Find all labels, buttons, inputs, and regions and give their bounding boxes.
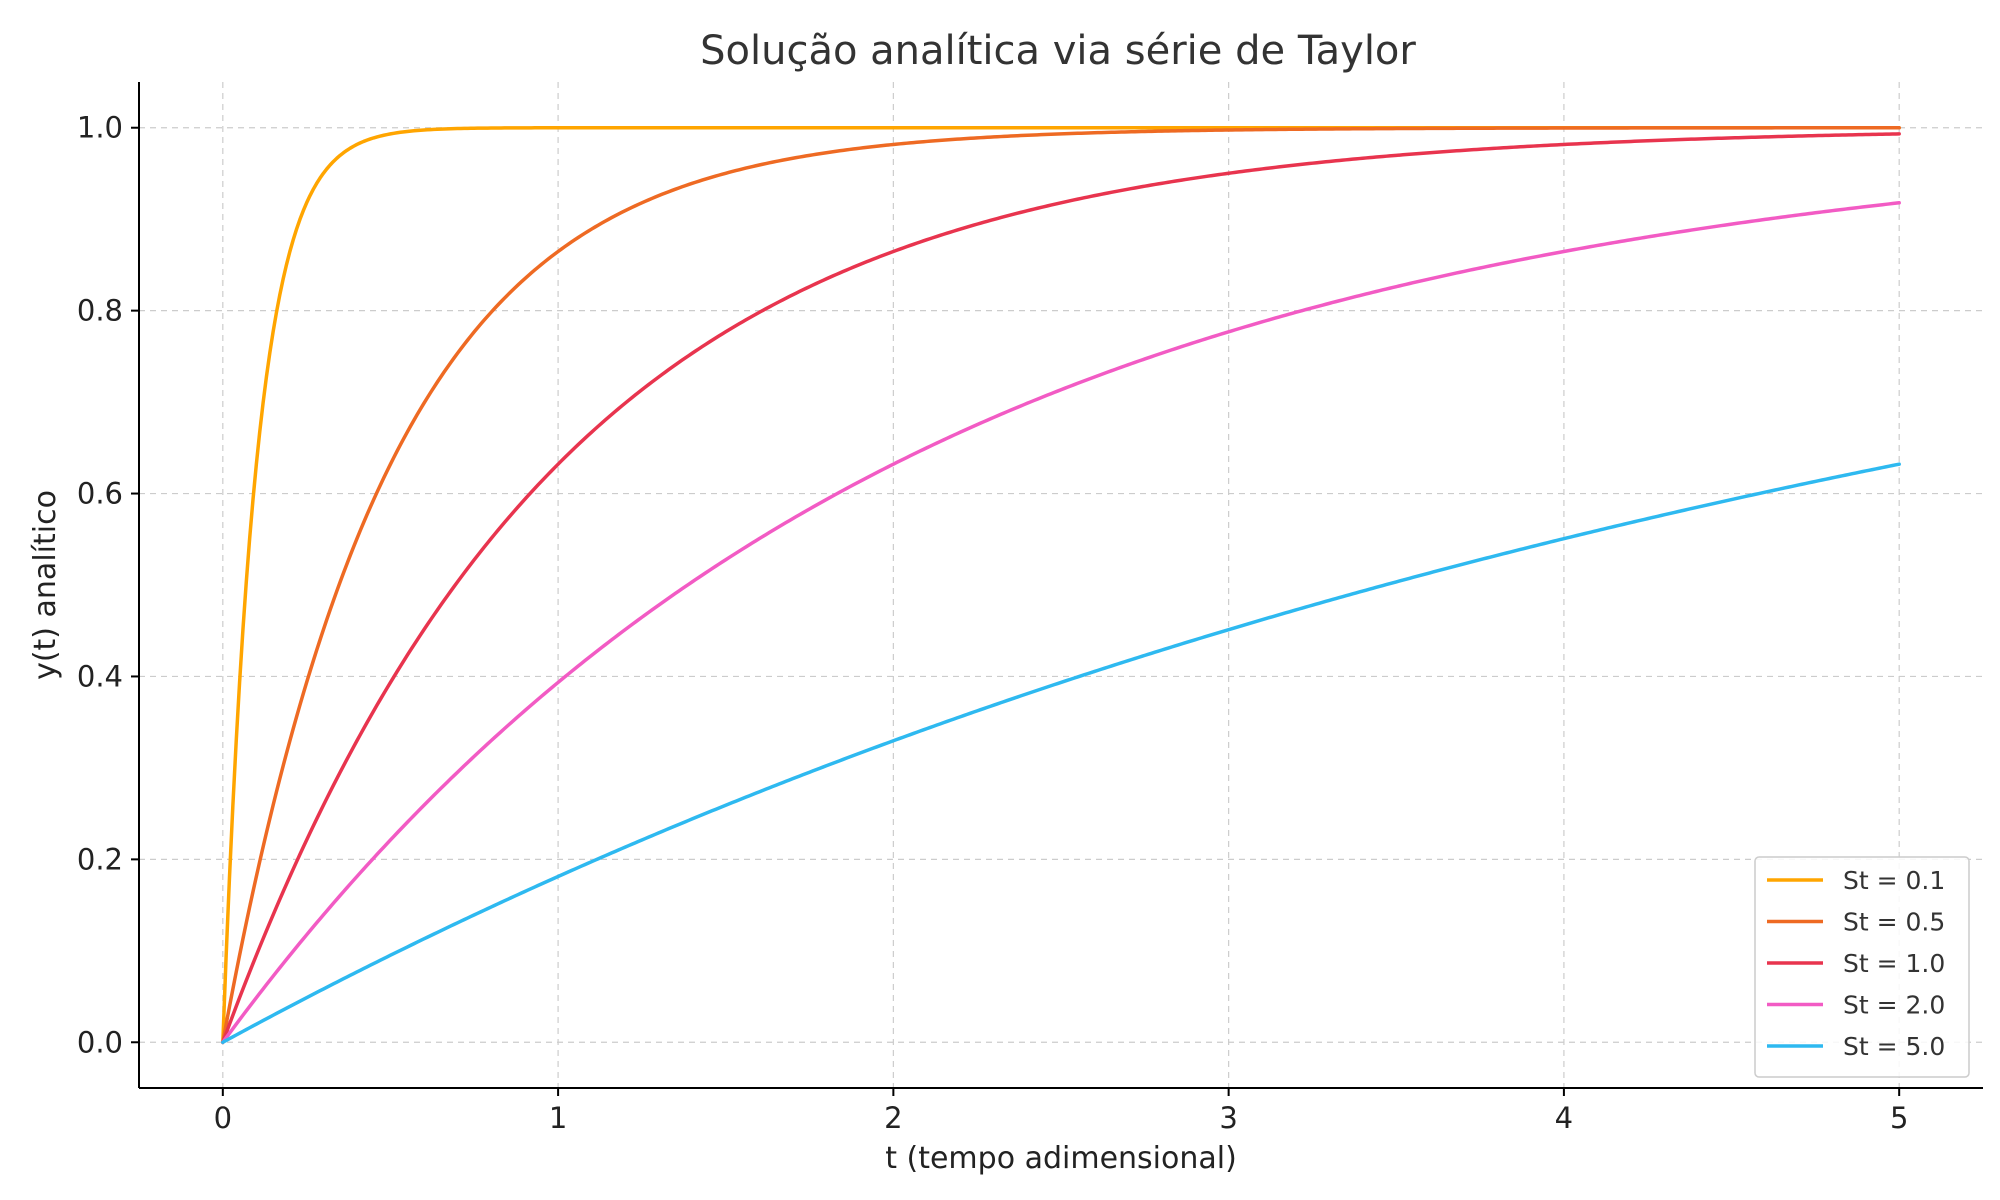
- y-tick-label: 0.0: [77, 1025, 123, 1059]
- series-line-4: [221, 462, 1901, 1045]
- series-line-2: [221, 132, 1901, 1045]
- x-tick-label: 5: [1890, 1101, 1908, 1135]
- x-axis-label: t (tempo adimensional): [885, 1141, 1237, 1176]
- x-tick-label: 4: [1555, 1101, 1573, 1135]
- legend-frame: [1754, 856, 1970, 1078]
- legend-label: St = 0.5: [1843, 908, 1945, 937]
- y-tick-label: 1.0: [77, 111, 123, 145]
- legend-label: St = 2.0: [1843, 991, 1945, 1020]
- chart-title: Solução analítica via série de Taylor: [700, 28, 1416, 74]
- legend-label: St = 5.0: [1843, 1032, 1945, 1061]
- y-tick-label: 0.4: [77, 659, 123, 693]
- grid-lines: [139, 82, 1983, 1088]
- x-axis-ticks: 0 1 2 3 4 5: [214, 1088, 1908, 1135]
- series-line-1: [221, 126, 1901, 1045]
- legend-entries: St = 0.1 St = 0.5 St = 1.0 St = 2.0 St = 5.0: [1767, 866, 1945, 1061]
- x-tick-label: 3: [1219, 1101, 1237, 1135]
- legend: St = 0.1 St = 0.5 St = 1.0 St = 2.0 St = 5.0: [1754, 856, 1970, 1078]
- y-tick-label: 0.2: [77, 842, 123, 876]
- y-axis-ticks: 0.0 0.2 0.4 0.6 0.8 1.0: [77, 111, 139, 1059]
- y-tick-label: 0.6: [77, 477, 123, 511]
- y-axis-label: y(t) analítico: [28, 490, 63, 680]
- legend-label: St = 1.0: [1843, 949, 1945, 978]
- x-tick-label: 2: [884, 1101, 902, 1135]
- series-lines: [221, 125, 1901, 1045]
- legend-label: St = 0.1: [1843, 866, 1945, 895]
- series-line-0: [221, 125, 1901, 1045]
- y-tick-label: 0.8: [77, 294, 123, 328]
- x-tick-label: 1: [549, 1101, 567, 1135]
- series-line-3: [221, 201, 1901, 1045]
- x-tick-label: 0: [214, 1101, 232, 1135]
